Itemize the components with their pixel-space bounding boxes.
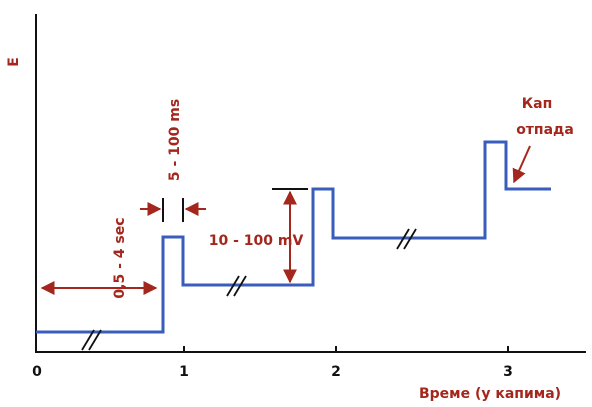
y-axis-label: E [6, 57, 22, 67]
x-tick-label: 1 [179, 364, 189, 380]
annotation: отпада [516, 122, 574, 138]
x-tick-label: 2 [331, 364, 341, 380]
annotation: 10 - 100 mV [209, 233, 304, 249]
annotation: 5 - 100 ms [167, 99, 183, 181]
break-marks [81, 228, 417, 351]
annotation: 0,5 - 4 sec [112, 217, 128, 298]
annotation: Кап [522, 96, 553, 112]
x-tick-label: 0 [32, 364, 42, 380]
x-tick-label: 3 [503, 364, 513, 380]
drop-arrow [512, 145, 531, 184]
potential-waveform [36, 140, 551, 334]
x-axis-label: Време (у капима) [419, 386, 561, 402]
